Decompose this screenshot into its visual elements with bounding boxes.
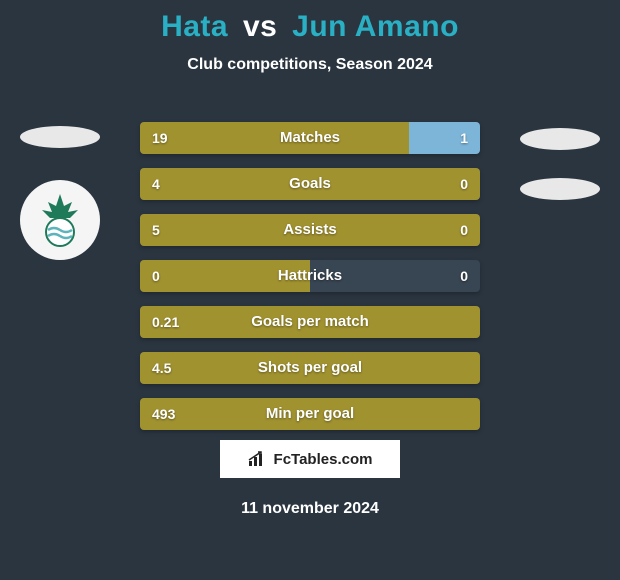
fctables-watermark[interactable]: FcTables.com: [220, 440, 400, 478]
stat-label: Matches: [140, 122, 480, 154]
player2-small-logo-placeholder-2: [520, 178, 600, 200]
player1-name: Hata: [161, 10, 228, 43]
player2-small-logo-placeholder-1: [520, 128, 600, 150]
stat-row: Shots per goal4.5: [140, 352, 480, 384]
stat-label: Assists: [140, 214, 480, 246]
stat-row: Goals4 0: [140, 168, 480, 200]
player1-club-badge: [20, 180, 100, 260]
stat-row: Assists5 0: [140, 214, 480, 246]
date-text: 11 november 2024: [0, 500, 620, 518]
stat-value-left: 0: [152, 260, 160, 292]
stats-bars: Matches191Goals40Assists50Hattricks00Goa…: [140, 122, 480, 444]
stat-row: Matches19 1: [140, 122, 480, 154]
page-title: Hata vs Jun Amano: [0, 0, 620, 44]
player1-small-logo-placeholder: [20, 126, 100, 148]
stat-value-left: 4.5: [152, 352, 171, 384]
stat-label: Goals: [140, 168, 480, 200]
stat-value-left: 0.21: [152, 306, 179, 338]
club-badge-icon: [28, 188, 92, 252]
player2-name: Jun Amano: [292, 10, 459, 43]
stat-value-right: 0: [460, 168, 468, 200]
stat-label: Hattricks: [140, 260, 480, 292]
fctables-logo-icon: [248, 451, 268, 467]
stat-value-left: 5: [152, 214, 160, 246]
stat-value-left: 4: [152, 168, 160, 200]
stat-value-left: 493: [152, 398, 175, 430]
infographic-root: Hata vs Jun Amano Club competitions, Sea…: [0, 0, 620, 580]
stat-value-left: 19: [152, 122, 168, 154]
stat-row: Hattricks0 0: [140, 260, 480, 292]
stat-value-right: 0: [460, 260, 468, 292]
vs-text: vs: [243, 10, 277, 43]
fctables-label: FcTables.com: [274, 451, 373, 468]
stat-value-right: 0: [460, 214, 468, 246]
stat-label: Goals per match: [140, 306, 480, 338]
subtitle: Club competitions, Season 2024: [0, 56, 620, 74]
stat-row: Goals per match0.21: [140, 306, 480, 338]
stat-row: Min per goal493: [140, 398, 480, 430]
stat-label: Shots per goal: [140, 352, 480, 384]
stat-value-right: 1: [460, 122, 468, 154]
stat-label: Min per goal: [140, 398, 480, 430]
